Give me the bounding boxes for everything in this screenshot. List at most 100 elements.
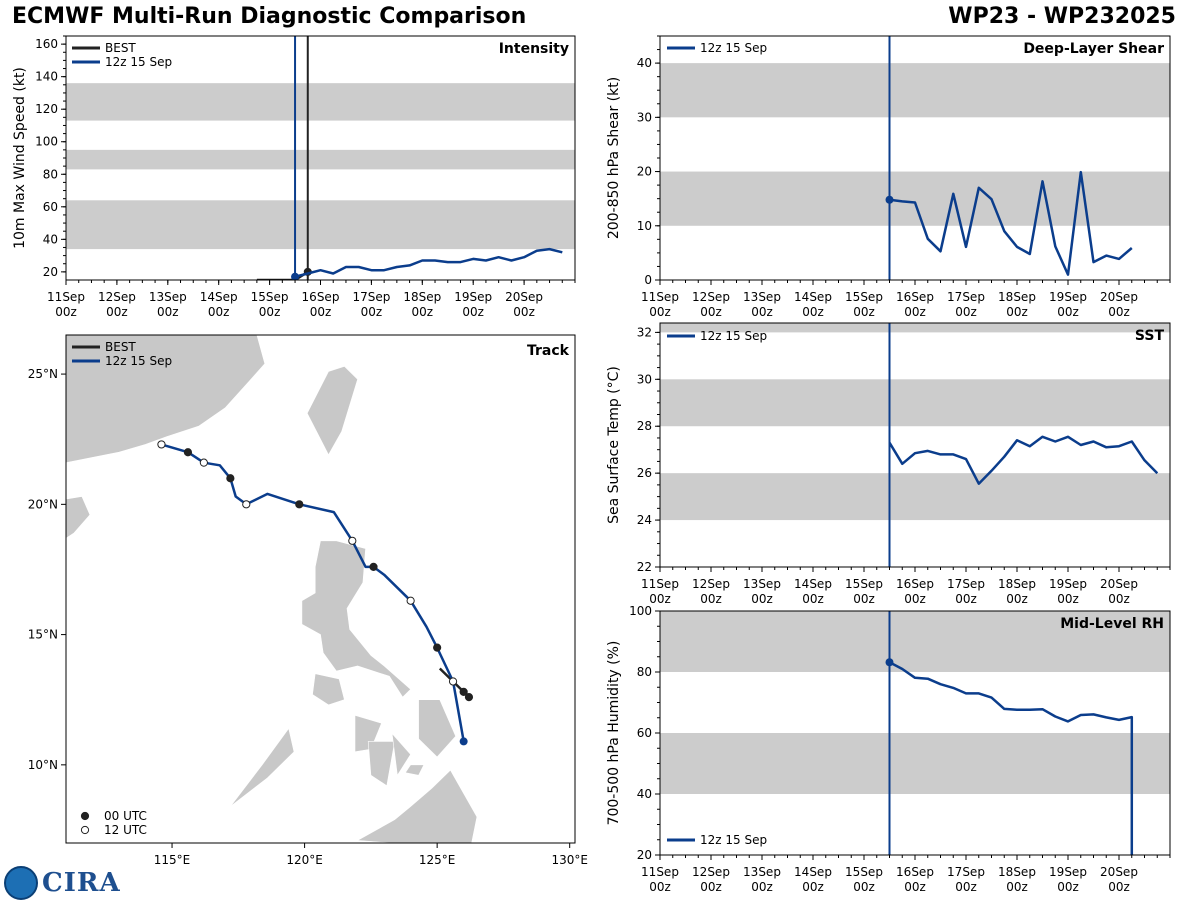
sst-ytick-label: 28 (637, 419, 652, 433)
rh-title: Mid-Level RH (1060, 616, 1164, 632)
track-title: Track (527, 343, 570, 359)
land-polygon-10 (230, 727, 295, 807)
land-polygon-3 (301, 540, 412, 698)
rh-band-1 (660, 611, 1170, 672)
shear-xtick-sublabel: 00z (751, 305, 773, 319)
track-panel: 115°E 120°E 125°E 130°E 10°N 15°N 20°N 25°N Trac… (28, 334, 588, 867)
rh-ylabel: 700-500 hPa Humidity (%) (606, 641, 622, 826)
sst-xtick-sublabel: 00z (1006, 592, 1028, 606)
sst-ytick-label: 30 (637, 372, 652, 386)
shear-xtick-sublabel: 00z (853, 305, 875, 319)
shear-xtick-sublabel: 00z (904, 305, 926, 319)
rh-band-0 (660, 733, 1170, 794)
sst-legend-label-run: 12z 15 Sep (700, 329, 767, 343)
cira-logo: CIRA (4, 866, 121, 900)
shear-xtick-label: 13Sep (743, 290, 781, 304)
shear-xtick-sublabel: 00z (955, 305, 977, 319)
land-polygon-8 (391, 732, 411, 777)
track-marker-00utc (459, 687, 468, 697)
shear-xtick-sublabel: 00z (649, 305, 671, 319)
sst-xtick-label: 20Sep (1100, 577, 1138, 591)
intensity-xtick-sublabel: 00z (259, 305, 281, 319)
track-legend-label-best: BEST (105, 340, 136, 354)
track-marker-00utc (183, 448, 193, 457)
rh-ytick-label: 60 (637, 726, 652, 740)
intensity-ytick-label: 120 (35, 102, 58, 116)
shear-series-run (889, 170, 1133, 276)
shear-xtick-sublabel: 00z (802, 305, 824, 319)
sst-xtick-sublabel: 00z (649, 592, 671, 606)
intensity-band-1 (66, 149, 575, 170)
sst-title: SST (1135, 328, 1165, 344)
sst-xtick-label: 14Sep (794, 577, 832, 591)
intensity-xtick-sublabel: 00z (361, 305, 383, 319)
intensity-xtick-label: 19Sep (454, 290, 492, 304)
sst-series-run (888, 435, 1159, 485)
shear-xtick-sublabel: 00z (1108, 305, 1130, 319)
sst-xtick-sublabel: 00z (751, 592, 773, 606)
rh-legend-label-run: 12z 15 Sep (700, 833, 767, 847)
intensity-ylabel: 10m Max Wind Speed (kt) (12, 67, 28, 249)
intensity-xtick-label: 20Sep (505, 290, 543, 304)
rh-series-run (888, 661, 1134, 855)
track-marker-12utc (348, 536, 357, 545)
land-polygon-9 (404, 764, 425, 776)
land-polygon-1 (66, 496, 91, 539)
rh-xtick-sublabel: 00z (751, 880, 773, 894)
sst-ytick-label: 26 (637, 466, 652, 480)
land-polygon-7 (367, 741, 396, 787)
shear-band-0 (660, 171, 1170, 226)
shear-xtick-label: 19Sep (1049, 290, 1087, 304)
sst-xtick-label: 15Sep (845, 577, 883, 591)
track-map-area (66, 335, 478, 843)
track-ytick-label: 15°N (28, 628, 58, 642)
rh-xtick-sublabel: 00z (802, 880, 824, 894)
land-polygon-11 (356, 769, 478, 843)
track-run-line (161, 443, 465, 742)
sst-band-2 (660, 323, 1170, 333)
intensity-ytick-label: 140 (35, 70, 58, 84)
intensity-ytick-label: 60 (43, 200, 58, 214)
noaa-seal-icon (4, 866, 38, 900)
track-run-start-marker (459, 737, 468, 746)
track-marker-12utc (199, 458, 208, 467)
shear-legend-label-run: 12z 15 Sep (700, 41, 767, 55)
track-legend-label-run: 12z 15 Sep (105, 354, 172, 368)
intensity-plot-area (66, 36, 575, 280)
rh-xtick-label: 11Sep (641, 865, 679, 879)
sst-xtick-sublabel: 00z (904, 592, 926, 606)
sst-xtick-label: 18Sep (998, 577, 1036, 591)
intensity-series-run (294, 247, 563, 278)
track-xtick-label: 120°E (286, 853, 323, 867)
shear-xtick-sublabel: 00z (700, 305, 722, 319)
intensity-panel: 2040608010012014016011Sep00z12Sep00z13Se… (12, 35, 576, 319)
track-frame (65, 334, 576, 844)
intensity-xtick-sublabel: 00z (513, 305, 535, 319)
sst-xtick-sublabel: 00z (802, 592, 824, 606)
track-xtick-label: 125°E (419, 853, 456, 867)
rh-xtick-sublabel: 00z (904, 880, 926, 894)
sst-xtick-label: 12Sep (692, 577, 730, 591)
rh-xtick-label: 18Sep (998, 865, 1036, 879)
intensity-xtick-label: 15Sep (251, 290, 289, 304)
intensity-xtick-sublabel: 00z (106, 305, 128, 319)
sst-ylabel: Sea Surface Temp (°C) (606, 366, 622, 524)
sst-xtick-sublabel: 00z (1108, 592, 1130, 606)
track-marker-legend-label: 12 UTC (104, 823, 147, 837)
shear-title: Deep-Layer Shear (1023, 41, 1164, 57)
land-polygon-5 (418, 699, 457, 758)
shear-ytick-label: 40 (637, 56, 652, 70)
intensity-title: Intensity (499, 41, 569, 57)
land-polygon-2 (306, 365, 358, 456)
rh-ytick-label: 100 (629, 604, 652, 618)
intensity-ytick-label: 160 (35, 37, 58, 51)
shear-ytick-label: 30 (637, 110, 652, 124)
sst-band-0 (660, 473, 1170, 521)
rh-xtick-label: 12Sep (692, 865, 730, 879)
intensity-band-2 (66, 83, 575, 121)
intensity-xtick-label: 13Sep (149, 290, 187, 304)
shear-ytick-label: 20 (637, 165, 652, 179)
rh-xtick-sublabel: 00z (955, 880, 977, 894)
track-xtick-label: 130°E (551, 853, 588, 867)
rh-xtick-sublabel: 00z (853, 880, 875, 894)
